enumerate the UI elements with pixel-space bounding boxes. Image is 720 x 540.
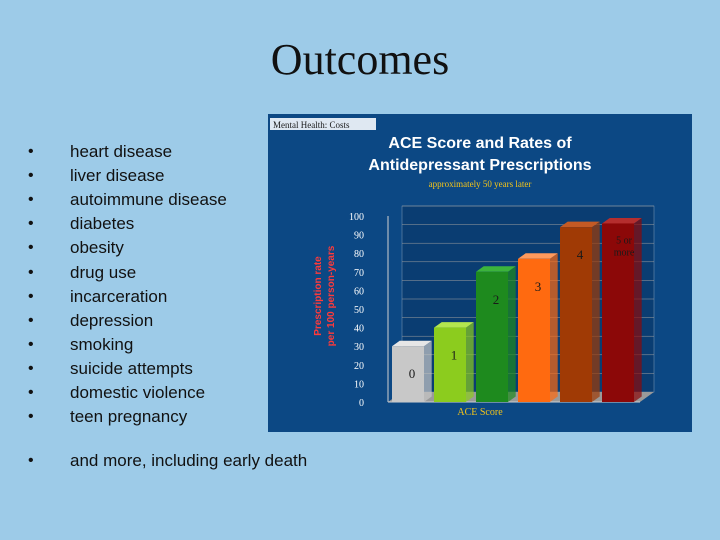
list-item: • drug use <box>28 260 227 284</box>
chart-subtitle: approximately 50 years later <box>429 179 532 189</box>
y-tick-label: 100 <box>349 212 364 223</box>
bar-top <box>434 322 474 328</box>
list-item-label: obesity <box>70 238 124 258</box>
list-item-label: autoimmune disease <box>70 190 227 210</box>
extra-list-item: • and more, including early death <box>28 451 307 471</box>
chart-canvas: Mental Health: Costs ACE Score and Rates… <box>270 118 655 418</box>
y-axis-label-line-2: per 100 person-years <box>326 245 337 346</box>
bar-category-label: 2 <box>493 292 500 307</box>
bullet-icon: • <box>28 167 34 185</box>
list-item-label: heart disease <box>70 142 173 162</box>
y-tick-label: 0 <box>359 398 364 409</box>
list-item-label: drug use <box>70 262 137 282</box>
list-item: • obesity <box>28 236 227 260</box>
bar-side <box>550 253 558 402</box>
list-item: • suicide attempts <box>28 357 227 381</box>
y-tick-label: 50 <box>354 305 364 316</box>
bullet-icon: • <box>28 359 34 377</box>
y-tick-label: 80 <box>354 249 364 260</box>
y-tick-label: 70 <box>354 268 364 279</box>
list-item: • diabetes <box>28 212 227 236</box>
list-item-label: diabetes <box>70 214 135 234</box>
list-item-label: incarceration <box>70 286 168 306</box>
list-item-label: smoking <box>70 334 134 354</box>
list-item: • heart disease <box>28 140 227 164</box>
bar <box>476 271 508 402</box>
y-tick-label: 90 <box>354 231 364 242</box>
bar-category-label: 5 or <box>616 235 633 246</box>
bar-top <box>392 340 432 347</box>
bar-category-label: more <box>614 247 635 258</box>
y-tick-label: 30 <box>354 342 364 353</box>
bullet-icon: • <box>28 143 34 161</box>
bar <box>434 327 466 402</box>
bar <box>560 227 592 402</box>
list-item: • liver disease <box>28 164 227 188</box>
bar-side <box>424 340 432 402</box>
bar-category-label: 1 <box>451 348 458 363</box>
chart-title-line-1: ACE Score and Rates of <box>388 135 572 152</box>
y-tick-label: 40 <box>354 324 364 335</box>
chart-title-line-2: Antidepressant Prescriptions <box>368 157 591 174</box>
chart-corner-label-bg <box>270 118 376 130</box>
bar-top <box>560 221 600 228</box>
bar-top <box>476 266 516 272</box>
y-axis-label-line-1: Prescription rate <box>313 256 324 336</box>
list-item-label: domestic violence <box>70 382 206 402</box>
y-tick-label: 10 <box>354 379 364 390</box>
bullet-icon: • <box>28 191 34 209</box>
bullet-icon: • <box>28 287 34 305</box>
list-item: • domestic violence <box>28 381 227 405</box>
chart-corner-label: Mental Health: Costs <box>273 120 350 130</box>
list-item: • autoimmune disease <box>28 188 227 212</box>
bar <box>602 223 634 402</box>
list-item: • incarceration <box>28 285 227 309</box>
bullet-icon: • <box>28 215 34 233</box>
list-item-label: suicide attempts <box>70 358 193 378</box>
bar <box>392 346 424 402</box>
list-item: • smoking <box>28 333 227 357</box>
bar-side <box>634 217 642 402</box>
x-axis-label: ACE Score <box>457 407 503 418</box>
bullet-icon: • <box>28 239 34 257</box>
list-item: • depression <box>28 309 227 333</box>
list-item: • teen pregnancy <box>28 405 227 429</box>
bullet-icon: • <box>28 311 34 329</box>
bullet-icon: • <box>28 408 34 426</box>
y-tick-label: 60 <box>354 286 364 297</box>
ace-chart: Mental Health: Costs ACE Score and Rates… <box>268 114 692 432</box>
bullet-icon: • <box>28 335 34 353</box>
slide-title: Outcomes <box>270 35 450 84</box>
extra-list-item-label: and more, including early death <box>70 451 308 470</box>
bar-top <box>602 217 642 224</box>
bar-top <box>518 253 558 259</box>
bar-category-label: 3 <box>535 279 542 294</box>
bar-side <box>592 221 600 402</box>
bar <box>518 258 550 402</box>
list-item-label: liver disease <box>70 166 165 186</box>
y-tick-label: 20 <box>354 361 364 372</box>
list-item-label: teen pregnancy <box>70 407 188 427</box>
bullet-icon: • <box>28 383 34 401</box>
bullet-icon: • <box>28 263 34 281</box>
bar-side <box>508 266 516 402</box>
bar-side <box>466 322 474 402</box>
bar-category-label: 4 <box>577 247 584 262</box>
bullet-icon: • <box>28 452 34 469</box>
bar-category-label: 0 <box>409 366 416 381</box>
outcomes-list: • heart disease • liver disease • autoimmun… <box>28 140 227 429</box>
list-item-label: depression <box>70 310 154 330</box>
